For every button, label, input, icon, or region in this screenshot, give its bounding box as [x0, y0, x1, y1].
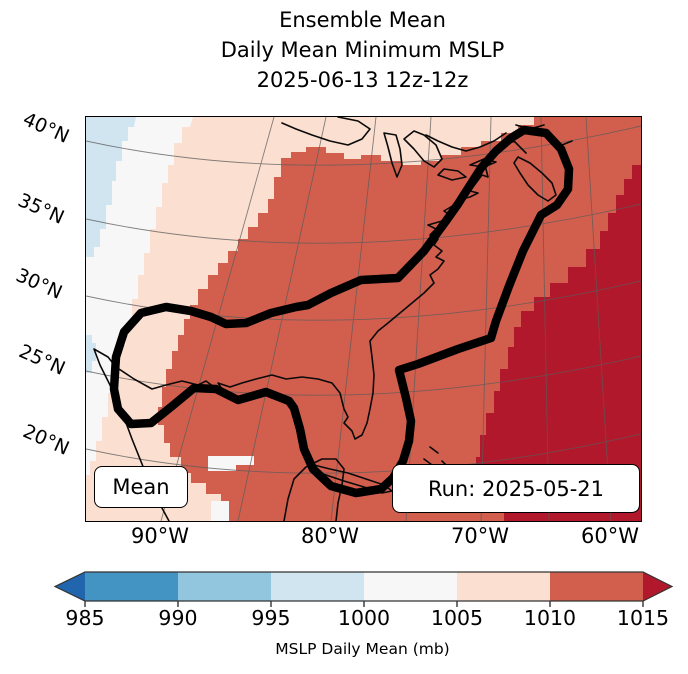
colorbar-seg-1005-1010: [457, 572, 550, 601]
run-annotation-text: Run: 2025-05-21: [427, 476, 605, 501]
colorbar-tick-1005: 1005: [430, 606, 484, 630]
title-line-1: Ensemble Mean: [279, 8, 446, 32]
run-annotation-box: Run: 2025-05-21: [392, 464, 640, 513]
lon-label-60w: 60°W: [581, 524, 639, 548]
fill-1000-1005-south-notch-a: [208, 456, 254, 471]
title-line-3: 2025-06-13 12z-12z: [256, 68, 469, 92]
colorbar-seg-990-995: [178, 572, 271, 601]
colorbar-tick-995: 995: [251, 606, 291, 630]
fill-1000-1005-south-notch-b: [211, 501, 229, 521]
figure-title: Ensemble Mean Daily Mean Minimum MSLP 20…: [85, 5, 640, 95]
lat-label-35n: 35°N: [14, 189, 68, 229]
title-line-2: Daily Mean Minimum MSLP: [220, 38, 505, 62]
lat-label-40n: 40°N: [19, 108, 73, 148]
coastline: [93, 117, 573, 521]
colorbar-tick-1010: 1010: [523, 606, 577, 630]
colorbar-tickmarks: [84, 601, 644, 607]
colorbar-over-arrow: [643, 572, 672, 601]
mean-annotation-box: Mean: [94, 466, 188, 508]
colorbar-tick-990: 990: [158, 606, 198, 630]
colorbar-seg-995-1000: [271, 572, 364, 601]
lat-label-20n: 20°N: [19, 420, 73, 460]
fill-over-1015: [476, 165, 641, 521]
lon-label-90w: 90°W: [131, 524, 189, 548]
colorbar-tick-985: 985: [65, 606, 105, 630]
colorbar-seg-1010-1015: [550, 572, 643, 601]
lat-label-30n: 30°N: [12, 264, 66, 304]
map-canvas: [86, 117, 641, 521]
colorbar-seg-1000-1005: [364, 572, 457, 601]
colorbar-seg-985-990: [85, 572, 178, 601]
colorbar-tick-1000: 1000: [337, 606, 391, 630]
map-axes: Mean Run: 2025-05-21: [85, 116, 642, 522]
probability-contour: [109, 125, 574, 498]
fill-995-1000-west-notch: [86, 335, 96, 373]
lon-label-80w: 80°W: [301, 524, 359, 548]
colorbar: [53, 571, 674, 607]
mean-annotation-text: Mean: [112, 475, 170, 499]
lon-label-70w: 70°W: [451, 524, 509, 548]
lat-label-25n: 25°N: [15, 340, 69, 380]
colorbar-label: MSLP Daily Mean (mb): [275, 640, 450, 658]
colorbar-tick-1015: 1015: [616, 606, 670, 630]
colorbar-under-arrow: [55, 572, 85, 601]
